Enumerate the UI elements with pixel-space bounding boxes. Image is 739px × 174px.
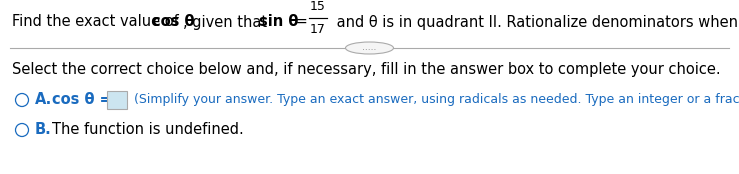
Ellipse shape bbox=[346, 42, 393, 54]
Text: sin θ: sin θ bbox=[259, 14, 299, 30]
Text: 15: 15 bbox=[310, 0, 326, 13]
Text: Find the exact value of: Find the exact value of bbox=[12, 14, 183, 30]
Text: A.: A. bbox=[35, 93, 52, 108]
Text: (Simplify your answer. Type an exact answer, using radicals as needed. Type an i: (Simplify your answer. Type an exact ans… bbox=[134, 93, 739, 106]
Text: Select the correct choice below and, if necessary, fill in the answer box to com: Select the correct choice below and, if … bbox=[12, 62, 721, 77]
Circle shape bbox=[16, 124, 29, 136]
Text: cos θ: cos θ bbox=[151, 14, 194, 30]
Text: 17: 17 bbox=[310, 23, 326, 36]
FancyBboxPatch shape bbox=[107, 91, 127, 109]
Text: =: = bbox=[290, 14, 312, 30]
Text: B.: B. bbox=[35, 122, 52, 137]
Text: The function is undefined.: The function is undefined. bbox=[52, 122, 244, 137]
Text: , given that: , given that bbox=[183, 14, 272, 30]
Text: .....: ..... bbox=[362, 44, 377, 53]
Text: cos θ =: cos θ = bbox=[52, 93, 112, 108]
Circle shape bbox=[16, 93, 29, 106]
Text: and θ is in quadrant II. Rationalize denominators when applicable.: and θ is in quadrant II. Rationalize den… bbox=[332, 14, 739, 30]
